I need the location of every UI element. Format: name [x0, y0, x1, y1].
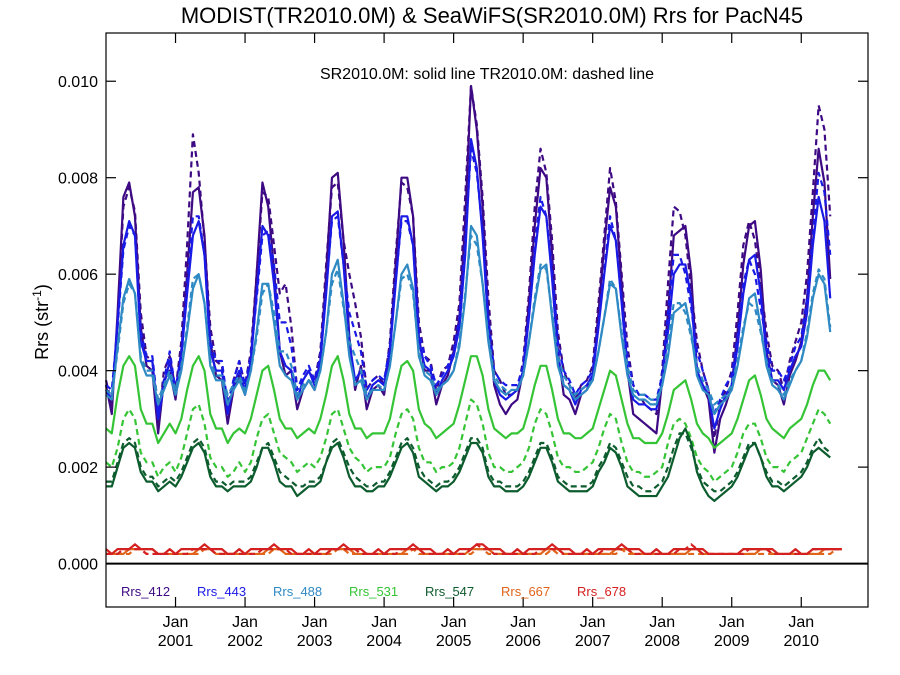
series-line-rrs-678-dashed: [106, 543, 842, 556]
legend-entry-rrs-531: Rrs_531: [349, 584, 398, 599]
x-tick-month-label: Jan: [371, 614, 397, 631]
x-tick-month-label: Jan: [788, 614, 814, 631]
series-line-rrs-531-dashed: [105, 398, 832, 483]
y-axis-label-end: ): [32, 284, 52, 290]
x-tick-year-label: 2006: [505, 633, 541, 650]
x-tick-year-label: 2001: [158, 633, 194, 650]
x-tick-month-label: Jan: [719, 614, 745, 631]
x-tick-year-label: 2004: [366, 633, 402, 650]
y-axis-ticks: 0.000 0.002 0.004 0.006 0.008 0.010: [58, 74, 868, 574]
x-tick-year-label: 2008: [644, 633, 680, 650]
y-tick-label: 0.010: [58, 74, 98, 91]
legend-entry-rrs-547: Rrs_547: [425, 584, 474, 599]
y-axis-label-superscript: -1: [30, 290, 44, 301]
y-tick-label: 0.002: [58, 460, 98, 477]
legend-entry-rrs-678: Rrs_678: [577, 584, 626, 599]
series-line-rrs-531-solid: [105, 355, 832, 449]
y-tick-label: 0.000: [58, 557, 98, 574]
x-tick-month-label: Jan: [441, 614, 467, 631]
series-line-rrs-547-solid: [106, 427, 831, 502]
chart-title: MODIST(TR2010.0M) & SeaWiFS(SR2010.0M) R…: [181, 3, 803, 28]
y-tick-label: 0.006: [58, 267, 98, 284]
x-axis-ticks: Jan 2001 Jan 2002 Jan 2003 Jan 2004 Jan 2005 Jan 20…: [158, 33, 819, 650]
series-line-rrs-443-solid: [105, 138, 832, 430]
x-tick-year-label: 2007: [575, 633, 611, 650]
series-line-rrs-412-solid: [104, 84, 832, 454]
legend-entry-rrs-488: Rrs_488: [273, 584, 322, 599]
legend-entry-rrs-412: Rrs_412: [121, 584, 170, 599]
x-tick-year-label: 2003: [297, 633, 333, 650]
plot-frame: [105, 32, 869, 608]
series-line-rrs-488-dashed: [105, 234, 832, 406]
x-tick-month-label: Jan: [232, 614, 258, 631]
x-tick-year-label: 2010: [783, 633, 819, 650]
x-tick-year-label: 2002: [227, 633, 263, 650]
x-tick-month-label: Jan: [649, 614, 675, 631]
x-tick-month-label: Jan: [580, 614, 606, 631]
y-axis-label: Rrs (str-1): [30, 284, 52, 360]
x-tick-year-label: 2009: [714, 633, 750, 650]
legend-entry-rrs-667: Rrs_667: [501, 584, 550, 599]
x-tick-month-label: Jan: [163, 614, 189, 631]
y-tick-label: 0.008: [58, 171, 98, 188]
x-tick-month-label: Jan: [510, 614, 536, 631]
legend: Rrs_412 Rrs_443 Rrs_488 Rrs_531 Rrs_547 Rrs_6…: [121, 584, 626, 599]
x-tick-year-label: 2005: [436, 633, 472, 650]
line-style-annotation: SR2010.0M: solid line TR2010.0M: dashed …: [320, 66, 654, 83]
x-tick-month-label: Jan: [302, 614, 328, 631]
y-axis-label-main: Rrs (str: [32, 301, 52, 360]
series-line-rrs-488-solid: [105, 224, 832, 416]
series-lines: [104, 84, 842, 556]
legend-entry-rrs-443: Rrs_443: [197, 584, 246, 599]
y-tick-label: 0.004: [58, 364, 98, 381]
